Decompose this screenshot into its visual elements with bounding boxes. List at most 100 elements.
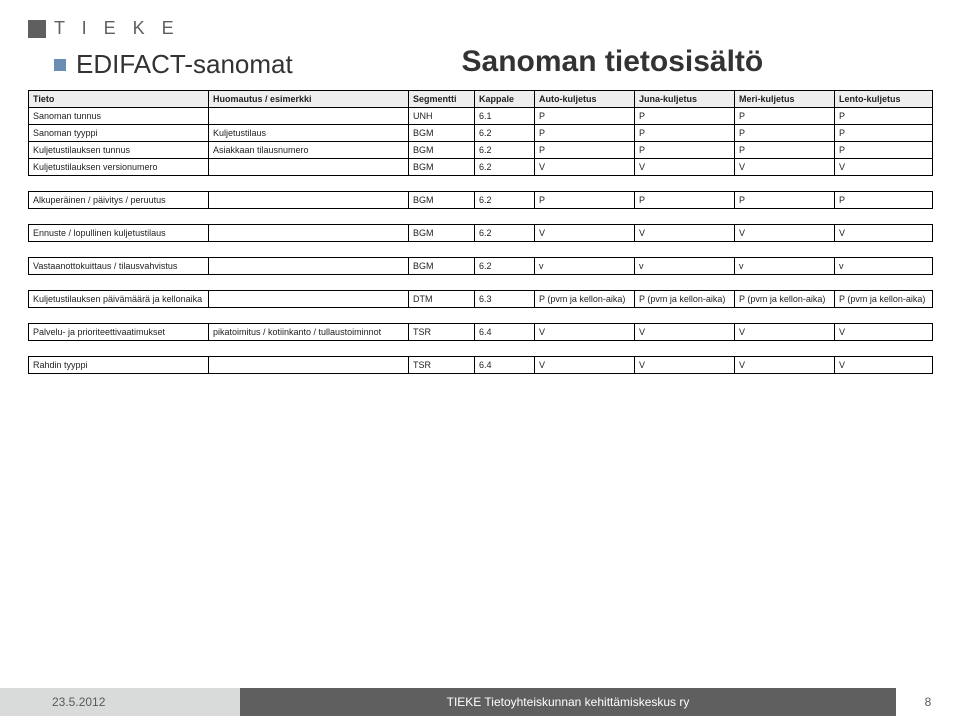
table-cell — [209, 356, 409, 373]
table-cell: pikatoimitus / kotiinkanto / tullaustoim… — [209, 323, 409, 340]
table-row: Vastaanottokuittaus / tilausvahvistus BGM… — [29, 257, 933, 274]
table-cell: V — [735, 158, 835, 175]
logo-text: T I E K E — [54, 18, 180, 39]
table-cell: 6.3 — [475, 290, 535, 307]
spacer-cell — [29, 175, 933, 191]
table-row: Kuljetustilauksen versionumeroBGM6.2VVVV — [29, 158, 933, 175]
table-cell: 6.2 — [475, 191, 535, 208]
table-cell: P — [835, 141, 933, 158]
table-cell: BGM — [409, 257, 475, 274]
table-cell: 6.4 — [475, 356, 535, 373]
spacer-row — [29, 208, 933, 224]
spacer-cell — [29, 340, 933, 356]
table-cell: v — [835, 257, 933, 274]
table-cell — [209, 158, 409, 175]
table-cell — [209, 257, 409, 274]
table-cell: P — [535, 124, 635, 141]
spacer-cell — [29, 274, 933, 290]
logo-mark-icon — [28, 20, 46, 38]
spacer-row — [29, 241, 933, 257]
table-cell: P — [635, 141, 735, 158]
spacer-row — [29, 175, 933, 191]
spacer-row — [29, 340, 933, 356]
table-cell: Ennuste / lopullinen kuljetustilaus — [29, 224, 209, 241]
bullet-icon — [54, 59, 66, 71]
table-cell: V — [835, 323, 933, 340]
table-cell: 6.2 — [475, 158, 535, 175]
spacer-row — [29, 274, 933, 290]
col-header: Segmentti — [409, 90, 475, 107]
table-cell: V — [735, 224, 835, 241]
table-cell: 6.2 — [475, 141, 535, 158]
table-cell: v — [635, 257, 735, 274]
table-cell: BGM — [409, 224, 475, 241]
col-header: Meri-kuljetus — [735, 90, 835, 107]
table-cell: V — [735, 356, 835, 373]
subtitle: EDIFACT-sanomat — [76, 49, 293, 80]
table-cell: Rahdin tyyppi — [29, 356, 209, 373]
table-cell — [209, 224, 409, 241]
footer-org: TIEKE Tietoyhteiskunnan kehittämiskeskus… — [240, 688, 896, 716]
table-row: Kuljetustilauksen päivämäärä ja kellonai… — [29, 290, 933, 307]
table-cell: Kuljetustilauksen tunnus — [29, 141, 209, 158]
table-row: Rahdin tyyppiTSR6.4VVVV — [29, 356, 933, 373]
table-cell: BGM — [409, 158, 475, 175]
title-row: EDIFACT-sanomat Sanoman tietosisältö — [54, 45, 932, 80]
table-cell: P — [535, 191, 635, 208]
table-cell: V — [835, 224, 933, 241]
table-row: Kuljetustilauksen tunnusAsiakkaan tilaus… — [29, 141, 933, 158]
col-header: Lento-kuljetus — [835, 90, 933, 107]
table-cell: P (pvm ja kellon-aika) — [835, 290, 933, 307]
table-cell: P (pvm ja kellon-aika) — [535, 290, 635, 307]
table-cell: P — [535, 107, 635, 124]
table-cell: P — [835, 124, 933, 141]
table-cell: v — [535, 257, 635, 274]
table-cell: DTM — [409, 290, 475, 307]
table-cell: V — [535, 158, 635, 175]
col-header: Auto-kuljetus — [535, 90, 635, 107]
table-cell: V — [535, 224, 635, 241]
table-cell: BGM — [409, 191, 475, 208]
table-cell: P — [735, 124, 835, 141]
footer: 23.5.2012 TIEKE Tietoyhteiskunnan kehitt… — [0, 688, 960, 716]
table-row: Sanoman tunnusUNH6.1PPPP — [29, 107, 933, 124]
table-cell: Kuljetustilaus — [209, 124, 409, 141]
table-cell: TSR — [409, 356, 475, 373]
table-cell: P — [835, 107, 933, 124]
footer-date: 23.5.2012 — [0, 688, 240, 716]
table-cell: 6.2 — [475, 124, 535, 141]
logo-bar: T I E K E — [28, 18, 932, 39]
table-cell: v — [735, 257, 835, 274]
table-cell — [209, 107, 409, 124]
col-header: Tieto — [29, 90, 209, 107]
table-cell: BGM — [409, 141, 475, 158]
table-row: Ennuste / lopullinen kuljetustilausBGM6.… — [29, 224, 933, 241]
table-cell: P (pvm ja kellon-aika) — [735, 290, 835, 307]
table-cell: TSR — [409, 323, 475, 340]
table-cell: P (pvm ja kellon-aika) — [635, 290, 735, 307]
table-cell: Vastaanottokuittaus / tilausvahvistus — [29, 257, 209, 274]
table-cell: Sanoman tunnus — [29, 107, 209, 124]
table-cell: V — [735, 323, 835, 340]
table-cell: P — [635, 124, 735, 141]
table-cell: V — [635, 323, 735, 340]
table-cell: Asiakkaan tilausnumero — [209, 141, 409, 158]
col-header: Huomautus / esimerkki — [209, 90, 409, 107]
table-row: Sanoman tyyppiKuljetustilausBGM6.2PPPP — [29, 124, 933, 141]
spacer-row — [29, 307, 933, 323]
table-cell: V — [535, 356, 635, 373]
data-table: Tieto Huomautus / esimerkki Segmentti Ka… — [28, 90, 933, 374]
table-cell: P — [635, 191, 735, 208]
table-cell: 6.1 — [475, 107, 535, 124]
table-cell: Palvelu- ja prioriteettivaatimukset — [29, 323, 209, 340]
table-header-row: Tieto Huomautus / esimerkki Segmentti Ka… — [29, 90, 933, 107]
table-cell: V — [835, 158, 933, 175]
table-row: Alkuperäinen / päivitys / peruutusBGM6.2… — [29, 191, 933, 208]
table-cell: V — [535, 323, 635, 340]
footer-page: 8 — [896, 688, 960, 716]
col-header: Juna-kuljetus — [635, 90, 735, 107]
slide-page: T I E K E EDIFACT-sanomat Sanoman tietos… — [0, 0, 960, 716]
table-cell: P — [735, 141, 835, 158]
table-cell: 6.4 — [475, 323, 535, 340]
table-cell: P — [535, 141, 635, 158]
